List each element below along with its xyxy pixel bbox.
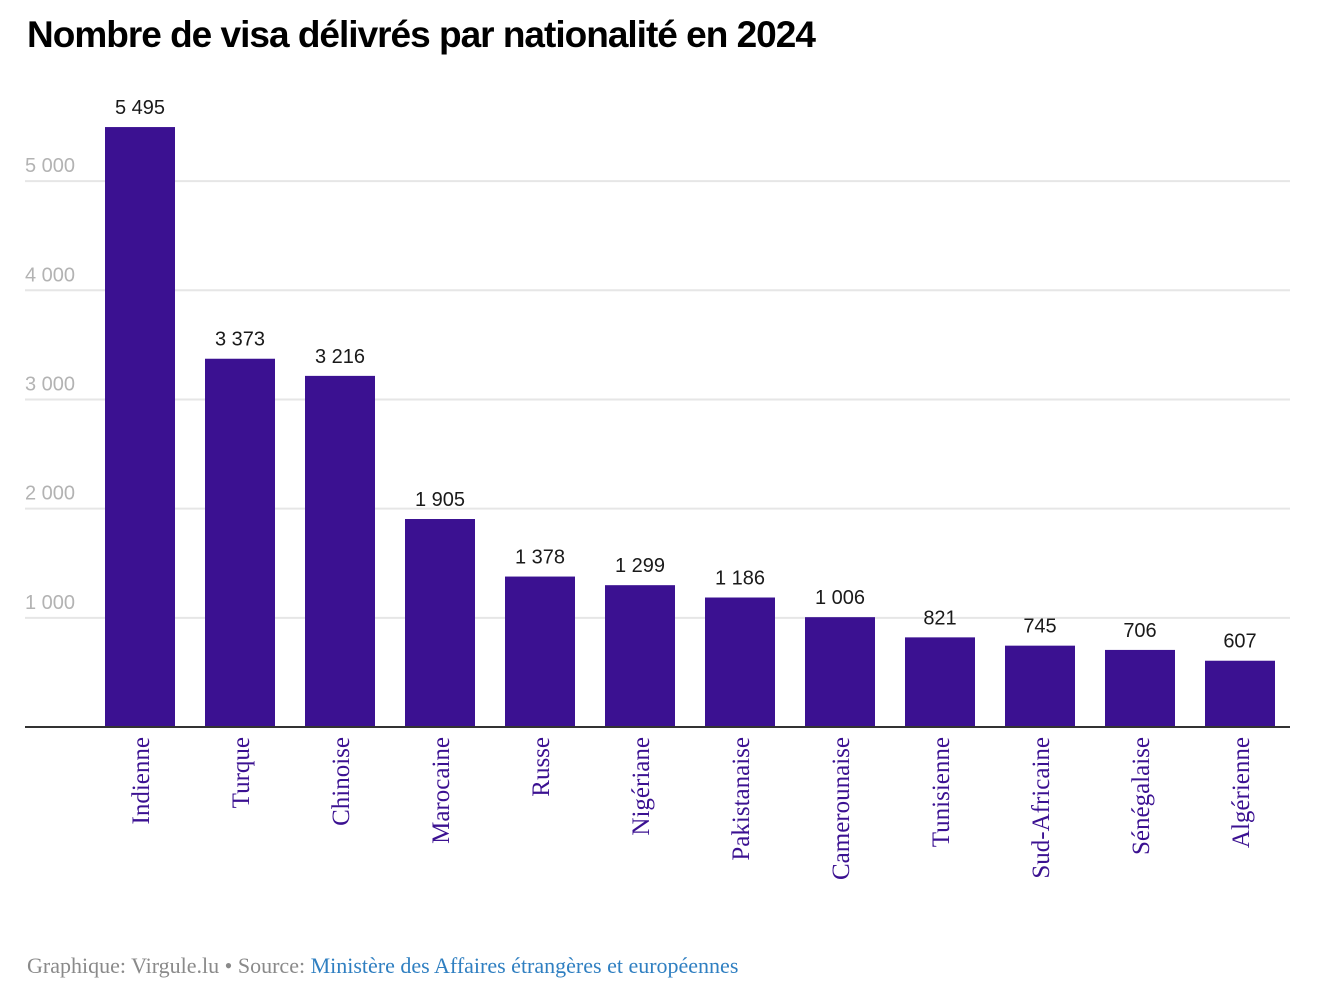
chart-title: Nombre de visa délivrés par nationalité … [27, 14, 816, 55]
bar [705, 597, 775, 727]
category-label: Algérienne [1228, 737, 1255, 848]
footer-source-link[interactable]: Ministère des Affaires étrangères et eur… [310, 953, 739, 978]
value-labels: 5 495 3 373 3 216 1 905 1 378 1 299 1 186 1 006… [115, 97, 1257, 653]
category-labels: Indienne Turque Chinoise Marocaine Russe Nigé… [128, 737, 1255, 880]
value-label: 1 378 [515, 547, 565, 569]
category-label: Camerounaise [828, 737, 855, 880]
bar [305, 375, 375, 727]
category-label: Pakistanaise [728, 737, 755, 861]
y-tick-label: 2 000 [25, 483, 75, 505]
value-label: 1 186 [715, 568, 765, 590]
category-label: Russe [528, 737, 555, 797]
y-tick-label: 1 000 [25, 592, 75, 614]
bar [1205, 660, 1275, 727]
bar [1005, 645, 1075, 727]
category-label: Marocaine [428, 737, 455, 844]
bar [805, 617, 875, 727]
value-label: 1 006 [815, 587, 865, 609]
footer-separator: • [219, 953, 238, 978]
bar [905, 637, 975, 727]
value-label: 607 [1223, 631, 1256, 653]
value-label: 821 [923, 607, 956, 629]
y-tick-label: 5 000 [25, 155, 75, 177]
bar [405, 519, 475, 727]
footer-credit: Graphique: Virgule.lu [27, 953, 220, 978]
value-label: 1 299 [615, 555, 665, 577]
y-tick-label: 4 000 [25, 264, 75, 286]
category-label: Tunisienne [928, 737, 955, 847]
category-label: Sénégalaise [1128, 737, 1155, 855]
category-label: Nigériane [628, 737, 655, 836]
value-label: 3 216 [315, 346, 365, 368]
chart-footer: Graphique: Virgule.lu • Source: Ministèr… [27, 953, 738, 979]
value-label: 706 [1123, 620, 1156, 642]
bar [105, 127, 175, 727]
category-label: Turque [228, 737, 255, 808]
category-label: Indienne [128, 737, 155, 824]
bar [505, 576, 575, 727]
bar [1105, 649, 1175, 727]
footer-source-label: Source: [237, 953, 311, 978]
value-label: 745 [1023, 616, 1056, 638]
category-label: Sud-Africaine [1028, 737, 1055, 879]
y-tick-label: 3 000 [25, 373, 75, 395]
bar-chart: 1 000 2 000 3 000 4 000 5 000 5 495 3 373 3 21… [25, 97, 1290, 880]
bar [205, 358, 275, 727]
value-label: 5 495 [115, 97, 165, 119]
bars [105, 127, 1275, 727]
category-label: Chinoise [328, 737, 355, 826]
y-axis-tick-labels: 1 000 2 000 3 000 4 000 5 000 [25, 155, 75, 614]
bar [605, 585, 675, 727]
value-label: 3 373 [215, 329, 265, 351]
value-label: 1 905 [415, 489, 465, 511]
